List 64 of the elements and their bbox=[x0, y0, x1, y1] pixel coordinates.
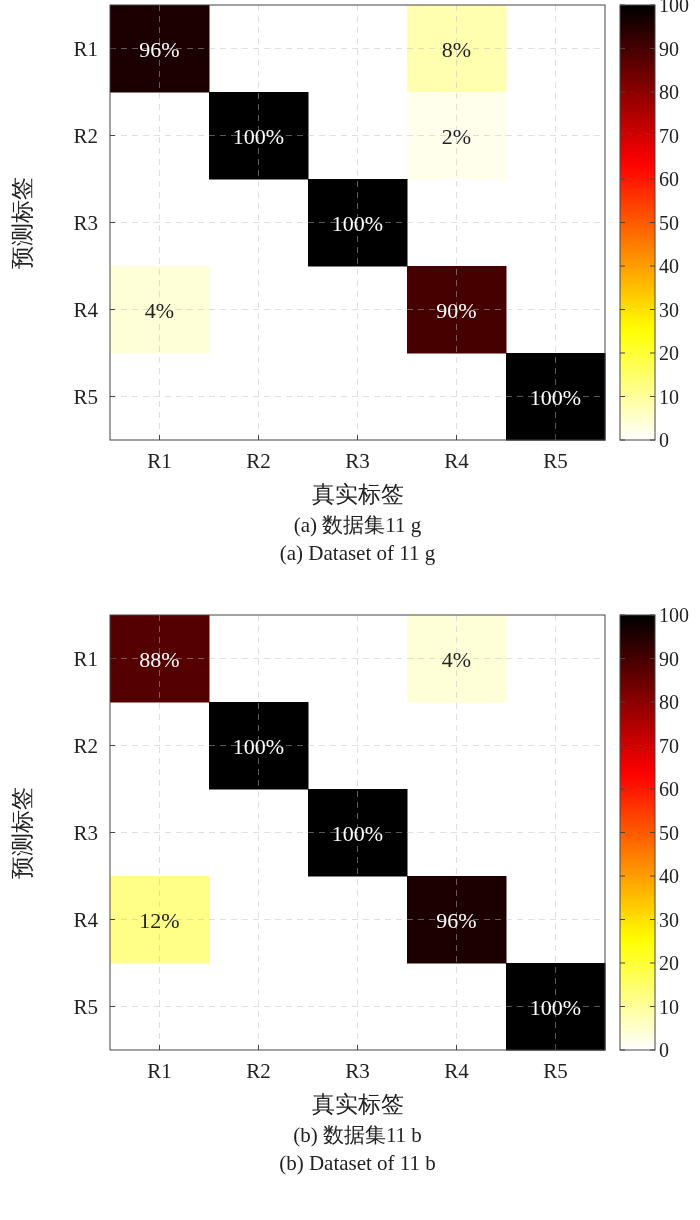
text: (b) Dataset of 11 b bbox=[279, 1151, 436, 1175]
color-bar-label: 70 bbox=[659, 124, 679, 147]
data-label: 100% bbox=[232, 733, 285, 759]
y-tick-label: R3 bbox=[73, 210, 98, 235]
text: (a) 数据集11 g bbox=[293, 513, 422, 537]
x-tick-label: R4 bbox=[444, 1059, 470, 1083]
data-label: 96% bbox=[436, 907, 477, 933]
y-tick-label: R4 bbox=[73, 907, 99, 932]
data-label: 90% bbox=[436, 297, 477, 323]
y-tick-label: R2 bbox=[73, 123, 98, 148]
y-tick-label: R5 bbox=[73, 994, 98, 1019]
color-bar-label: 100 bbox=[659, 604, 689, 626]
color-bar-label: 90 bbox=[659, 37, 679, 60]
color-bar-label: 0 bbox=[659, 429, 669, 451]
data-label: 100% bbox=[331, 820, 384, 846]
color-bar-label: 90 bbox=[659, 647, 679, 670]
color-bar-label: 60 bbox=[659, 778, 679, 800]
color-bar-label: 80 bbox=[659, 691, 679, 713]
x-tick-label: R2 bbox=[246, 449, 271, 473]
color-bar-label: 70 bbox=[659, 734, 679, 757]
x-tick-label: R1 bbox=[147, 1059, 172, 1083]
x-tick-label: R1 bbox=[147, 449, 172, 473]
x-tick-label: R4 bbox=[444, 449, 470, 473]
x-tick-label: R5 bbox=[543, 449, 568, 473]
x-tick-label: R3 bbox=[345, 449, 370, 473]
color-bar-label: 30 bbox=[659, 298, 679, 321]
y-axis-title: 预测标签 bbox=[10, 786, 35, 879]
y-tick-label: R2 bbox=[73, 733, 98, 758]
color-bar-label: 60 bbox=[659, 168, 679, 190]
data-label: 4% bbox=[144, 297, 175, 323]
x-axis-title: 真实标签 bbox=[311, 482, 404, 507]
color-bar-label: 30 bbox=[659, 908, 679, 931]
data-label: 2% bbox=[441, 123, 472, 149]
text: (a) Dataset of 11 g bbox=[279, 541, 436, 565]
data-label: 100% bbox=[529, 384, 582, 410]
data-label: 100% bbox=[232, 123, 285, 149]
data-label: 88% bbox=[139, 646, 180, 672]
y-tick-label: R5 bbox=[73, 384, 98, 409]
y-tick-label: R3 bbox=[73, 820, 98, 845]
color-bar-label: 10 bbox=[659, 385, 679, 408]
x-tick-label: R3 bbox=[345, 1059, 370, 1083]
data-label: 100% bbox=[529, 994, 582, 1020]
data-label: 4% bbox=[441, 646, 472, 672]
color-bar-label: 50 bbox=[659, 821, 679, 844]
x-tick-label: R2 bbox=[246, 1059, 271, 1083]
y-tick-label: R4 bbox=[73, 297, 99, 322]
color-bar-label: 0 bbox=[659, 1039, 669, 1061]
color-bar-label: 20 bbox=[659, 952, 679, 974]
color-bar-label: 40 bbox=[659, 865, 679, 887]
color-bar-label: 40 bbox=[659, 255, 679, 277]
x-axis-title: 真实标签 bbox=[311, 1092, 404, 1117]
data-label: 96% bbox=[139, 36, 180, 62]
text: (b) 数据集11 b bbox=[293, 1123, 422, 1147]
y-tick-label: R1 bbox=[73, 646, 98, 671]
data-label: 8% bbox=[441, 36, 472, 62]
x-tick-label: R5 bbox=[543, 1059, 568, 1083]
data-label: 100% bbox=[331, 210, 384, 236]
y-tick-label: R1 bbox=[73, 36, 98, 61]
color-bar-label: 50 bbox=[659, 211, 679, 234]
color-bar-label: 10 bbox=[659, 995, 679, 1018]
color-bar-label: 20 bbox=[659, 342, 679, 364]
color-bar-label: 80 bbox=[659, 81, 679, 103]
y-axis-title: 预测标签 bbox=[10, 176, 35, 269]
data-label: 12% bbox=[139, 907, 180, 933]
